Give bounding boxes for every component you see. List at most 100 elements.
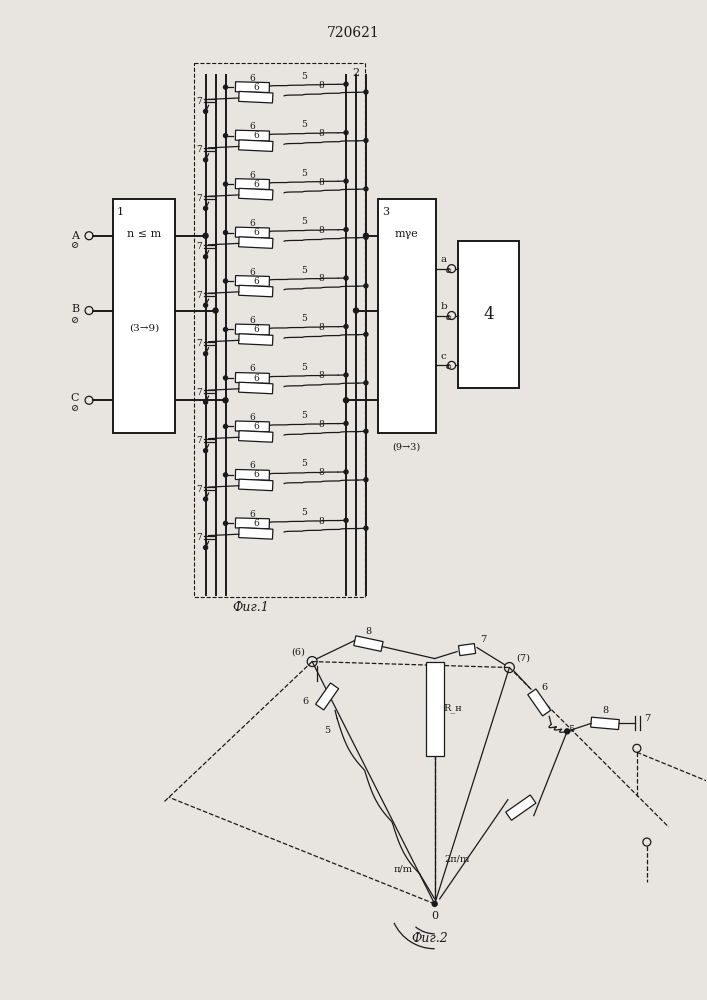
Polygon shape	[239, 382, 273, 394]
Text: 8: 8	[318, 274, 324, 283]
Text: 7: 7	[197, 388, 202, 397]
Text: 7: 7	[197, 145, 202, 154]
Text: 6: 6	[250, 510, 255, 519]
Text: 5: 5	[301, 508, 307, 517]
Circle shape	[432, 901, 437, 906]
Circle shape	[223, 376, 228, 380]
Polygon shape	[235, 130, 269, 141]
Circle shape	[204, 449, 208, 453]
Circle shape	[204, 303, 208, 307]
Circle shape	[344, 179, 348, 183]
Polygon shape	[239, 188, 273, 200]
Text: 6: 6	[250, 219, 255, 228]
Text: 8: 8	[602, 706, 608, 715]
Circle shape	[364, 90, 368, 94]
Polygon shape	[239, 91, 273, 103]
Circle shape	[344, 421, 348, 425]
Circle shape	[364, 332, 368, 336]
Text: 5: 5	[301, 459, 307, 468]
Polygon shape	[315, 683, 339, 710]
Polygon shape	[354, 636, 383, 651]
Bar	[457, 241, 520, 388]
Circle shape	[344, 131, 348, 135]
Text: 8: 8	[318, 420, 324, 429]
Text: 7: 7	[197, 339, 202, 348]
Text: 1: 1	[117, 207, 124, 217]
Circle shape	[204, 255, 208, 259]
Text: (6): (6)	[291, 647, 305, 656]
Circle shape	[344, 398, 349, 403]
Circle shape	[344, 518, 348, 522]
Text: 6: 6	[253, 374, 259, 383]
Circle shape	[364, 478, 368, 482]
Text: B: B	[71, 304, 79, 314]
Text: 5: 5	[301, 266, 307, 275]
Text: ⊘: ⊘	[444, 363, 450, 371]
Circle shape	[344, 470, 348, 474]
Text: ⊘: ⊘	[444, 267, 450, 275]
Polygon shape	[458, 644, 476, 656]
Text: 7: 7	[480, 635, 486, 644]
Text: b: b	[440, 302, 447, 311]
Text: Фиг.2: Фиг.2	[411, 932, 448, 945]
Circle shape	[204, 109, 208, 113]
Circle shape	[223, 182, 228, 186]
Polygon shape	[239, 528, 273, 539]
Bar	[113, 199, 175, 433]
Text: 6: 6	[250, 413, 255, 422]
Text: 5: 5	[301, 363, 307, 372]
Text: 3: 3	[382, 207, 389, 217]
Text: 5: 5	[301, 411, 307, 420]
Text: 6: 6	[253, 277, 259, 286]
Text: ⊘: ⊘	[444, 314, 450, 322]
Circle shape	[203, 233, 208, 238]
Polygon shape	[239, 237, 273, 248]
Circle shape	[344, 228, 348, 232]
Text: A: A	[71, 231, 79, 241]
Text: (7): (7)	[516, 653, 530, 662]
Text: R_н: R_н	[443, 704, 462, 713]
Text: 6: 6	[250, 171, 255, 180]
Text: 6: 6	[541, 683, 547, 692]
Text: C: C	[71, 393, 79, 403]
Text: 5: 5	[301, 120, 307, 129]
Text: 2: 2	[352, 68, 359, 78]
Bar	[426, 662, 444, 756]
Text: 6: 6	[250, 461, 255, 470]
Circle shape	[364, 526, 368, 530]
Circle shape	[204, 158, 208, 162]
Circle shape	[223, 231, 228, 235]
Text: 7: 7	[197, 97, 202, 106]
Text: 8: 8	[318, 81, 324, 90]
Circle shape	[213, 308, 218, 313]
Circle shape	[364, 138, 368, 142]
Text: n ≤ m: n ≤ m	[127, 229, 161, 239]
Polygon shape	[235, 276, 269, 286]
Text: 8: 8	[318, 323, 324, 332]
Circle shape	[565, 729, 570, 734]
Text: 0: 0	[431, 911, 438, 921]
Text: 6: 6	[253, 83, 259, 92]
Circle shape	[223, 85, 228, 89]
Text: 5: 5	[301, 314, 307, 323]
Text: 6: 6	[253, 131, 259, 140]
Polygon shape	[527, 689, 551, 716]
Polygon shape	[235, 179, 269, 189]
Text: 7: 7	[197, 291, 202, 300]
Circle shape	[223, 327, 228, 331]
Text: 7: 7	[643, 714, 650, 723]
Polygon shape	[235, 518, 269, 529]
Text: 6: 6	[253, 422, 259, 431]
Text: mγe: mγe	[395, 229, 419, 239]
Circle shape	[364, 381, 368, 385]
Circle shape	[223, 398, 228, 403]
Polygon shape	[235, 421, 269, 432]
Polygon shape	[239, 140, 273, 151]
Circle shape	[363, 233, 368, 238]
Circle shape	[223, 473, 228, 477]
Circle shape	[204, 206, 208, 210]
Polygon shape	[590, 717, 619, 730]
Text: 7: 7	[197, 242, 202, 251]
Text: 7: 7	[197, 485, 202, 494]
Text: 5: 5	[301, 72, 307, 81]
